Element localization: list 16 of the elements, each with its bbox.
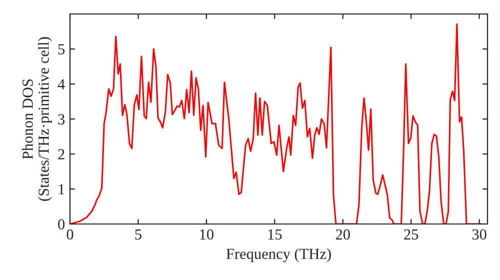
y-tick-label: 5 [58, 44, 65, 54]
y-tick-label: 1 [58, 184, 64, 194]
y-tick-label: 4 [58, 79, 65, 90]
y-tick-label: 0 [58, 219, 65, 230]
y-axis-title: Phonon DOS (States/THz·primitive cell) [22, 37, 52, 201]
x-tick-label: 20 [336, 229, 350, 240]
x-tick-label: 0 [66, 229, 74, 240]
x-tick-label: 15 [268, 229, 282, 240]
line-series [70, 23, 483, 224]
x-tick-label: 10 [200, 229, 214, 240]
y-tick-label: 2 [58, 149, 64, 160]
x-tick-label: 5 [135, 229, 142, 240]
x-tick-label: 25 [404, 229, 418, 240]
x-axis-title: Frequency (THz) [226, 248, 331, 262]
x-tick-label: 30 [472, 229, 486, 240]
y-tick-label: 3 [58, 114, 65, 124]
